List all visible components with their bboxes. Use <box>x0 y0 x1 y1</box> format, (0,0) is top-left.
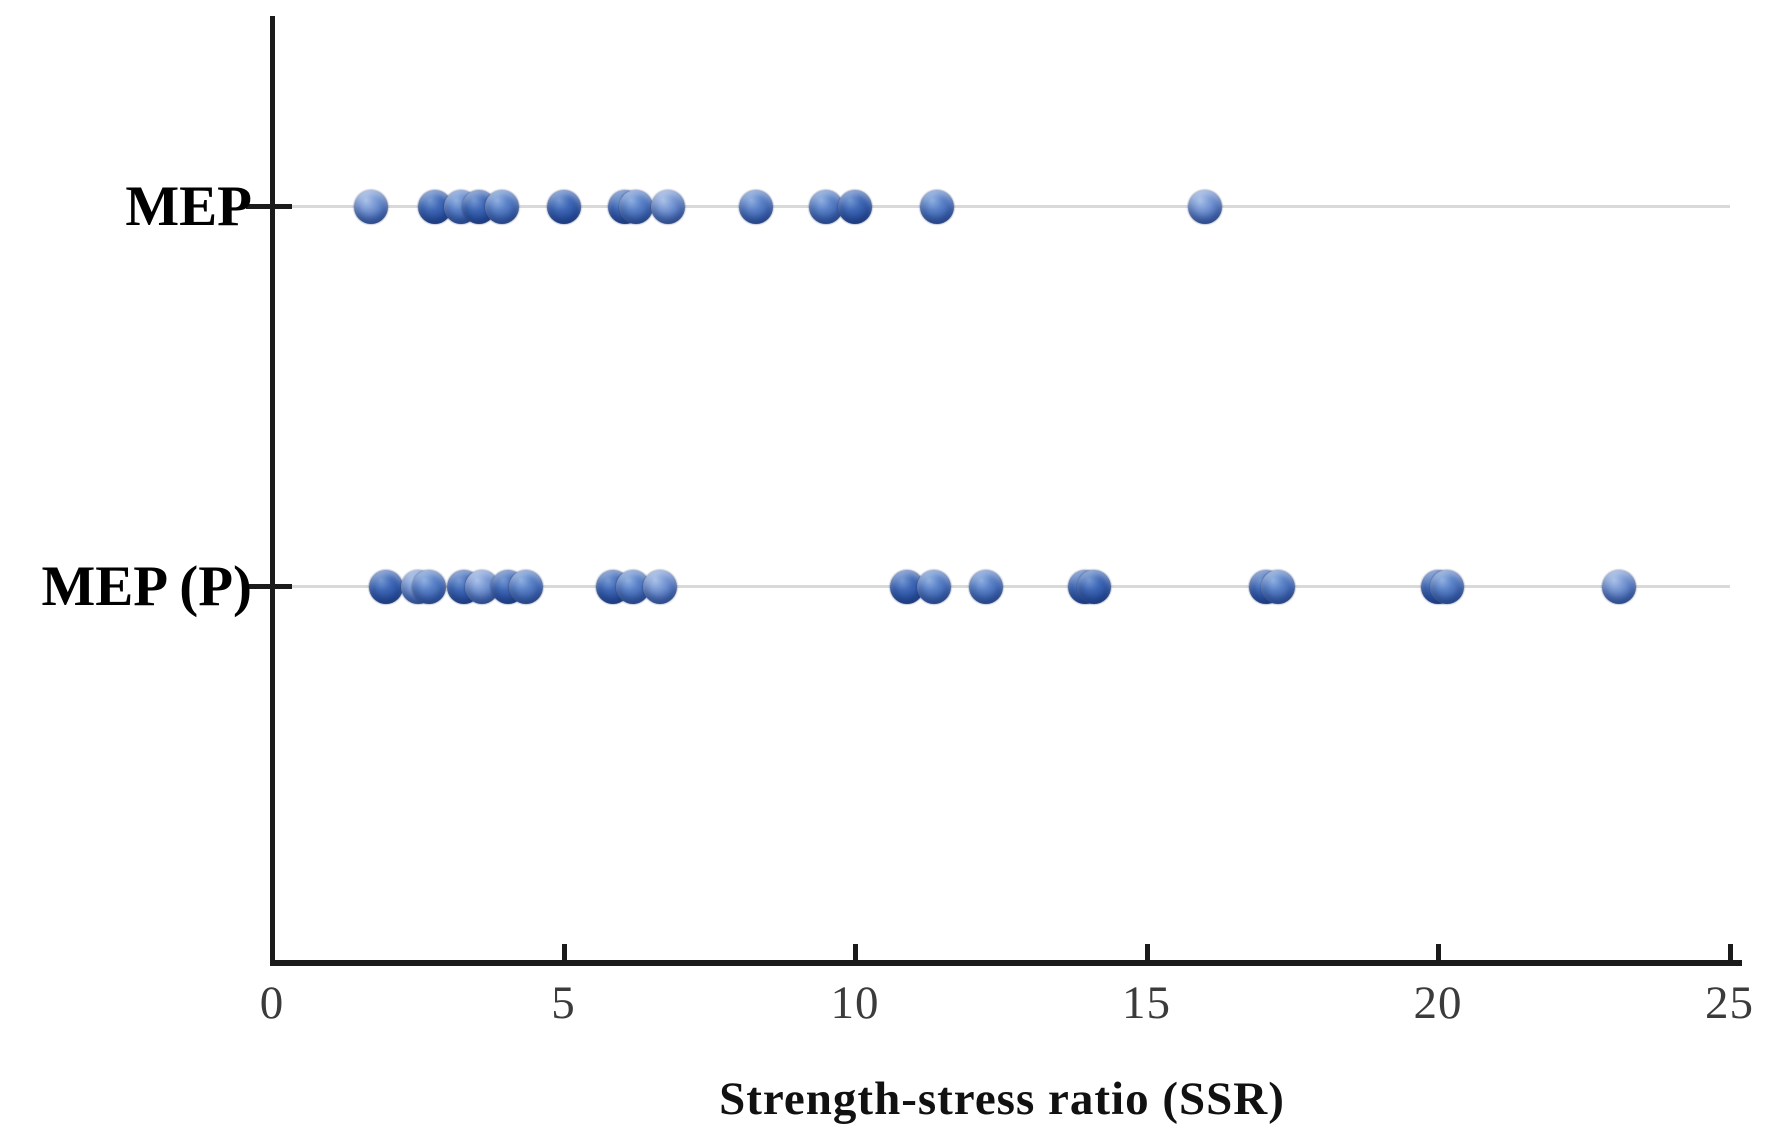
data-point-mep-p-11.35 <box>916 570 951 604</box>
data-point-mep-11.4 <box>919 190 954 224</box>
x-tick-15 <box>1144 944 1150 961</box>
x-tick-label-25: 25 <box>1705 977 1754 1029</box>
data-point-mep-8.3 <box>738 190 773 224</box>
x-tick-label-5: 5 <box>551 977 576 1029</box>
y-axis-line <box>270 16 275 966</box>
data-point-mep-1.7 <box>354 190 389 224</box>
x-tick-5 <box>561 944 567 961</box>
category-label-mep: MEP <box>125 175 252 238</box>
y-tick-mep-p <box>246 584 292 589</box>
x-tick-label-20: 20 <box>1413 977 1463 1029</box>
x-tick-label-10: 10 <box>830 977 880 1029</box>
x-tick-label-15: 15 <box>1122 977 1171 1029</box>
data-point-mep-16 <box>1187 190 1222 224</box>
data-point-mep-6.25 <box>619 190 654 224</box>
data-point-mep-p-6.65 <box>642 570 677 604</box>
data-point-mep-6.8 <box>651 190 686 224</box>
data-point-mep-p-12.25 <box>969 570 1004 604</box>
data-point-mep-p-2.7 <box>412 570 447 604</box>
gridline-mep-p <box>278 585 1730 588</box>
x-tick-20 <box>1436 944 1441 961</box>
data-point-mep-p-23.1 <box>1601 570 1636 604</box>
x-tick-label-0: 0 <box>259 977 285 1029</box>
gridline-mep <box>278 205 1730 208</box>
data-point-mep-p-1.95 <box>368 570 403 604</box>
x-tick-0 <box>270 944 275 961</box>
data-point-mep-5 <box>546 190 581 224</box>
data-point-mep-p-4.35 <box>508 570 543 604</box>
x-axis-title: Strength-stress ratio (SSR) <box>719 1073 1285 1125</box>
data-point-mep-p-20.15 <box>1429 570 1464 604</box>
x-tick-10 <box>853 944 858 961</box>
x-axis-line <box>270 960 1742 966</box>
data-point-mep-p-14.1 <box>1077 570 1112 604</box>
data-point-mep-10 <box>838 190 872 224</box>
data-point-mep-9.5 <box>808 190 843 224</box>
data-point-mep-p-17.25 <box>1260 570 1295 604</box>
x-tick-25 <box>1727 944 1733 961</box>
category-label-mep-p: MEP (P) <box>41 555 252 618</box>
y-tick-mep <box>246 204 292 209</box>
data-point-mep-3.95 <box>485 190 520 224</box>
